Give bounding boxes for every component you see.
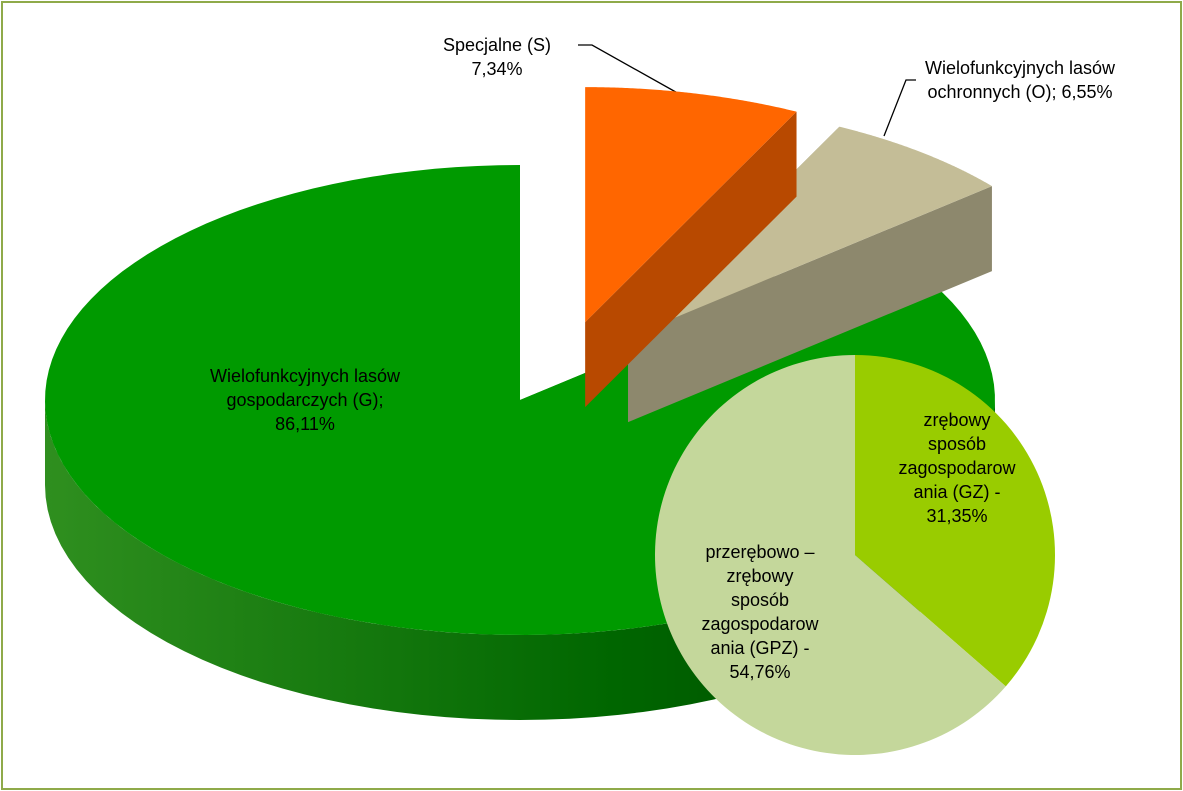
- category-label: Wielofunkcyjnych lasów gospodarczych (G)…: [209, 366, 401, 410]
- data-label: zrębowy sposób zagospodarowania (GZ) - 3…: [898, 408, 1016, 528]
- leader-line: [578, 44, 691, 101]
- pie-slice: [628, 126, 992, 338]
- slice-side: [585, 111, 797, 408]
- data-label: przerębowo – zrębowy sposób zagospodarow…: [701, 540, 819, 684]
- value-label: 86,11%: [275, 414, 335, 434]
- pie-slice: [585, 87, 797, 323]
- value-label: 54,76%: [729, 662, 791, 682]
- category-label: Wielofunkcyjnych lasów ochronnych (O);: [924, 58, 1116, 102]
- value-label: 7,34%: [471, 59, 523, 79]
- value-label: 6,55%: [1061, 82, 1113, 102]
- data-label: Wielofunkcyjnych lasów ochronnych (O); 6…: [920, 56, 1120, 104]
- slice-side: [628, 186, 992, 423]
- leader-line: [883, 79, 916, 137]
- pie-slice: [855, 355, 1055, 687]
- data-label: Specjalne (S) 7,34%: [422, 33, 572, 81]
- category-label: Specjalne (S): [442, 35, 552, 55]
- category-label: przerębowo – zrębowy sposób zagospodarow…: [701, 542, 819, 658]
- data-label: Wielofunkcyjnych lasów gospodarczych (G)…: [200, 364, 410, 436]
- value-label: 31,35%: [926, 506, 988, 526]
- category-label: zrębowy sposób zagospodarowania (GZ) -: [898, 410, 1016, 502]
- pie-slice: [654, 355, 1006, 755]
